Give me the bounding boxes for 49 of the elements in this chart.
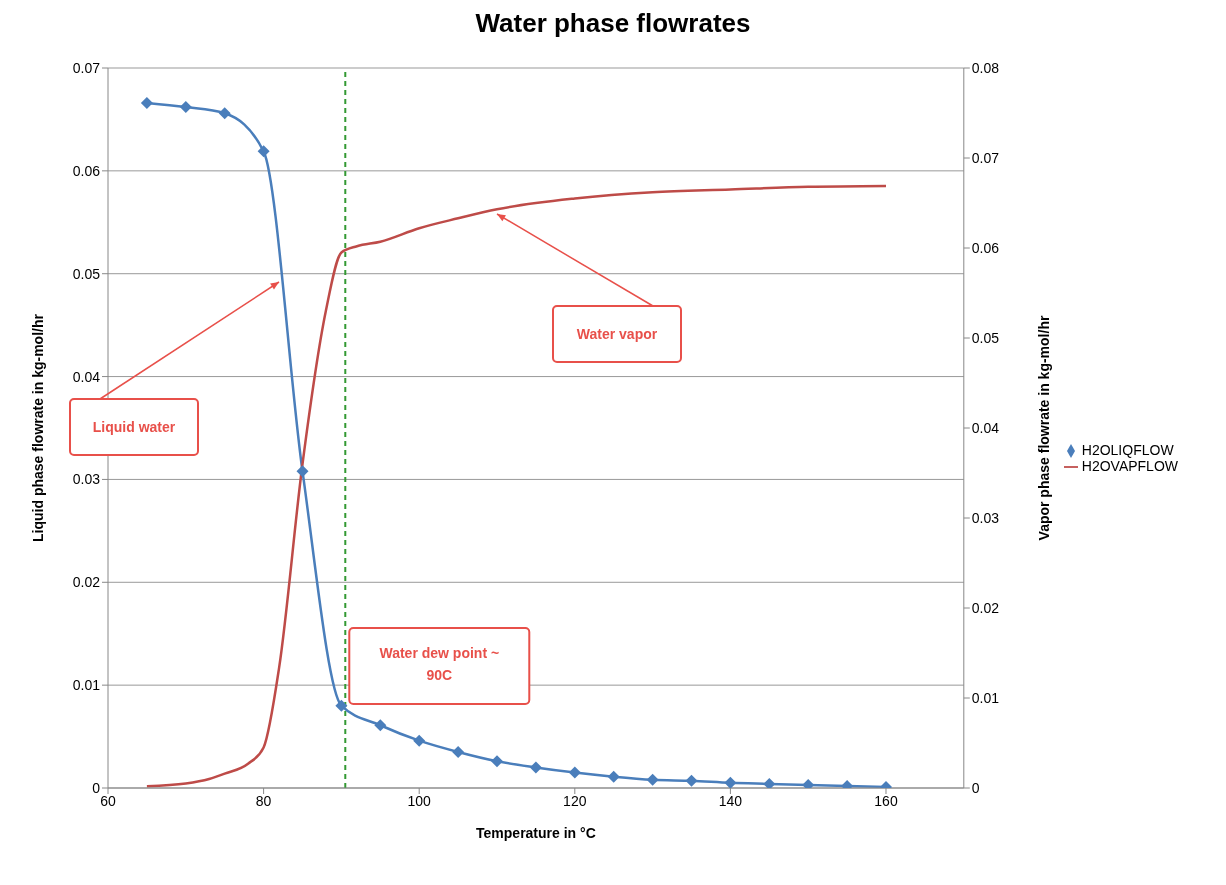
y2-tick-label: 0.04 [971,419,1000,436]
y2-tick-label: 0 [971,779,980,796]
y-tick-label: 0.02 [72,574,101,591]
y-tick-label: 0.05 [72,265,101,282]
legend-label: H2OVAPFLOW [1081,458,1178,474]
point [646,773,659,786]
x-tick-label: 60 [100,792,116,809]
point [529,761,542,774]
point [179,101,192,114]
y-tick-label: 0.06 [72,162,101,179]
y-tick-label: 0.07 [72,59,101,76]
x-tick-label: 100 [407,792,432,809]
y2-tick-label: 0.03 [971,509,1000,526]
y-axis-title: Liquid phase flowrate in kg-mol/hr [29,313,46,542]
y2-axis-title: Vapor phase flowrate in kg-mol/hr [1035,315,1052,541]
point [413,734,426,747]
point [257,145,270,158]
point [763,777,776,788]
point [724,776,737,788]
x-tick-label: 120 [563,792,587,809]
x-tick-label: 80 [255,792,272,809]
point [452,746,465,758]
y2-tick-label: 0.02 [971,599,1000,616]
annotation: Water vapor [576,326,658,342]
annotation: Liquid water [92,419,176,435]
y2-tick-label: 0.08 [971,59,1000,76]
x-tick-label: 160 [874,792,898,809]
point [296,465,309,478]
y-tick-label: 0.03 [72,471,101,488]
y2-tick-label: 0.06 [971,239,1000,256]
point [685,774,698,787]
ref-line-label: Water dew point ~ 90C [379,645,500,683]
point [568,766,581,779]
y2-tick-label: 0.05 [971,329,1000,346]
legend-label: H2OLIQFLOW [1081,441,1174,458]
point [491,755,503,768]
y2-tick-label: 0.07 [971,149,1000,166]
point [335,699,348,712]
x-axis-title: Temperature in °C [476,825,596,841]
point [374,719,387,732]
point [140,96,153,109]
y-tick-label: 0.01 [72,677,101,694]
point [218,107,231,120]
point [607,770,620,783]
y-tick-label: 0.04 [72,368,101,385]
x-tick-label: 140 [718,792,743,809]
y-tick-label: 0 [92,779,101,796]
y2-tick-label: 0.01 [971,689,1000,706]
chart-title: Water phase flowrates [474,8,752,40]
